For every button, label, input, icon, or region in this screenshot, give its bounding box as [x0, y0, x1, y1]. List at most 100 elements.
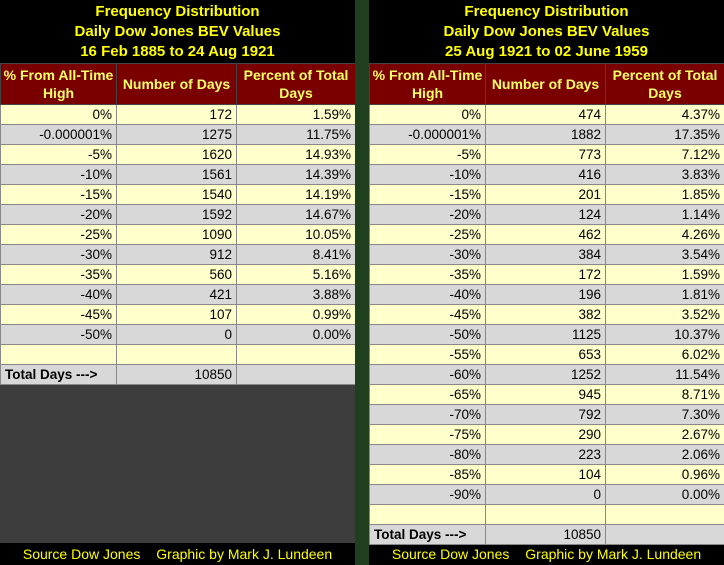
table-row: -50% 0 0.00% — [0, 324, 356, 345]
percent-total-cell: 14.19% — [236, 184, 356, 205]
pct-from-high-cell: -35% — [0, 264, 117, 285]
total-row: Total Days ---> 10850 — [0, 364, 356, 385]
pct-from-high-cell: -70% — [369, 404, 486, 425]
table-row: -10% 1561 14.39% — [0, 164, 356, 185]
pct-from-high-cell: -85% — [369, 464, 486, 485]
percent-total-cell: 0.00% — [605, 484, 724, 505]
right-header-number-of-days: Number of Days — [485, 63, 606, 105]
number-of-days-cell: 201 — [485, 184, 606, 205]
number-of-days-cell: 773 — [485, 144, 606, 165]
percent-total-cell: 3.54% — [605, 244, 724, 265]
number-of-days-cell: 1592 — [116, 204, 237, 225]
table-row: -90% 0 0.00% — [369, 484, 724, 505]
pct-from-high-cell: -20% — [369, 204, 486, 225]
pct-from-high-cell: -25% — [0, 224, 117, 245]
table-row: -15% 1540 14.19% — [0, 184, 356, 205]
number-of-days-cell: 416 — [485, 164, 606, 185]
number-of-days-cell: 653 — [485, 344, 606, 365]
pct-from-high-cell: -90% — [369, 484, 486, 505]
percent-total-cell: 3.88% — [236, 284, 356, 305]
pct-from-high-cell: -0.000001% — [369, 124, 486, 145]
left-header-pct-from-high: % From All-Time High — [0, 63, 117, 105]
pct-from-high-cell: -5% — [369, 144, 486, 165]
pct-from-high-cell — [369, 504, 486, 525]
number-of-days-cell: 223 — [485, 444, 606, 465]
table-row — [0, 344, 356, 365]
percent-total-cell: 2.06% — [605, 444, 724, 465]
right-title: Frequency Distribution Daily Dow Jones B… — [369, 0, 724, 63]
percent-total-cell: 1.85% — [605, 184, 724, 205]
pct-from-high-cell: -10% — [369, 164, 486, 185]
right-header-pct-from-high: % From All-Time High — [369, 63, 486, 105]
total-empty-cell — [236, 364, 356, 385]
number-of-days-cell: 290 — [485, 424, 606, 445]
percent-total-cell: 4.26% — [605, 224, 724, 245]
left-footer-source: Source Dow Jones — [22, 546, 141, 562]
number-of-days-cell: 792 — [485, 404, 606, 425]
total-days-value: 10850 — [485, 524, 606, 545]
table-row: -45% 382 3.52% — [369, 304, 724, 325]
percent-total-cell: 4.37% — [605, 104, 724, 125]
table-row: -35% 560 5.16% — [0, 264, 356, 285]
number-of-days-cell: 104 — [485, 464, 606, 485]
number-of-days-cell: 124 — [485, 204, 606, 225]
right-title-line-3: 25 Aug 1921 to 02 June 1959 — [445, 43, 648, 60]
percent-total-cell: 0.99% — [236, 304, 356, 325]
total-days-value: 10850 — [116, 364, 237, 385]
table-row: -20% 1592 14.67% — [0, 204, 356, 225]
left-title-line-2: Daily Dow Jones BEV Values — [74, 23, 281, 40]
pct-from-high-cell: -65% — [369, 384, 486, 405]
percent-total-cell — [236, 344, 356, 365]
table-row: -35% 172 1.59% — [369, 264, 724, 285]
percent-total-cell: 0.96% — [605, 464, 724, 485]
pct-from-high-cell: -20% — [0, 204, 117, 225]
left-title: Frequency Distribution Daily Dow Jones B… — [0, 0, 355, 63]
right-header-row: % From All-Time High Number of Days Perc… — [369, 63, 724, 105]
table-row: -45% 107 0.99% — [0, 304, 356, 325]
right-footer: Source Dow Jones Graphic by Mark J. Lund… — [369, 543, 724, 565]
number-of-days-cell: 0 — [116, 324, 237, 345]
pct-from-high-cell — [0, 344, 117, 365]
percent-total-cell: 10.37% — [605, 324, 724, 345]
number-of-days-cell — [116, 344, 237, 365]
percent-total-cell: 5.16% — [236, 264, 356, 285]
number-of-days-cell: 462 — [485, 224, 606, 245]
left-empty-area — [0, 385, 355, 543]
percent-total-cell: 11.54% — [605, 364, 724, 385]
table-row: -80% 223 2.06% — [369, 444, 724, 465]
percent-total-cell — [605, 504, 724, 525]
pct-from-high-cell: -35% — [369, 264, 486, 285]
left-title-line-3: 16 Feb 1885 to 24 Aug 1921 — [80, 43, 275, 60]
percent-total-cell: 10.05% — [236, 224, 356, 245]
table-row: -0.000001% 1275 11.75% — [0, 124, 356, 145]
percent-total-cell: 11.75% — [236, 124, 356, 145]
right-panel: Frequency Distribution Daily Dow Jones B… — [369, 0, 724, 565]
pct-from-high-cell: -50% — [369, 324, 486, 345]
panel-divider — [355, 0, 369, 565]
pct-from-high-cell: -40% — [0, 284, 117, 305]
pct-from-high-cell: -10% — [0, 164, 117, 185]
table-row: -40% 421 3.88% — [0, 284, 356, 305]
percent-total-cell: 0.00% — [236, 324, 356, 345]
table-row: -50% 1125 10.37% — [369, 324, 724, 345]
percent-total-cell: 14.39% — [236, 164, 356, 185]
left-header-row: % From All-Time High Number of Days Perc… — [0, 63, 356, 105]
table-row: -30% 912 8.41% — [0, 244, 356, 265]
pct-from-high-cell: -45% — [0, 304, 117, 325]
percent-total-cell: 1.59% — [236, 104, 356, 125]
total-empty-cell — [605, 524, 724, 545]
right-footer-credit: Graphic by Mark J. Lundeen — [525, 546, 702, 562]
number-of-days-cell: 0 — [485, 484, 606, 505]
pct-from-high-cell: 0% — [369, 104, 486, 125]
table-row: -75% 290 2.67% — [369, 424, 724, 445]
right-title-line-2: Daily Dow Jones BEV Values — [443, 23, 650, 40]
table-row: -0.000001% 1882 17.35% — [369, 124, 724, 145]
right-header-percent-total: Percent of Total Days — [605, 63, 724, 105]
number-of-days-cell — [485, 504, 606, 525]
pct-from-high-cell: -60% — [369, 364, 486, 385]
percent-total-cell: 8.41% — [236, 244, 356, 265]
total-row: Total Days ---> 10850 — [369, 524, 724, 545]
table-row: -25% 462 4.26% — [369, 224, 724, 245]
total-label: Total Days ---> — [0, 364, 117, 385]
number-of-days-cell: 172 — [116, 104, 237, 125]
